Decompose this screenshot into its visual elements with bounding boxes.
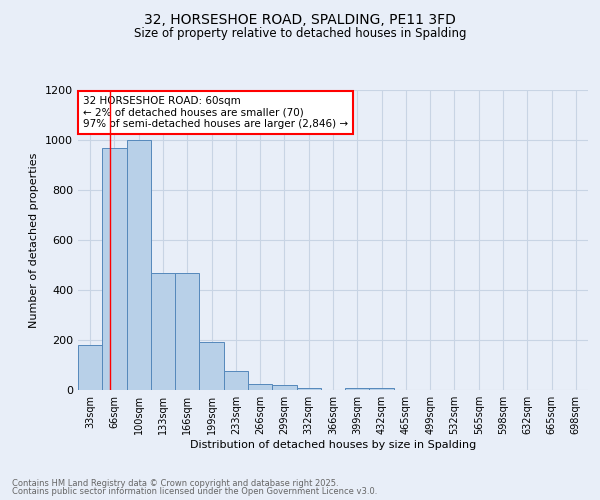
Bar: [272, 385, 296, 390]
Bar: [224, 371, 248, 390]
Bar: [345, 388, 370, 390]
Bar: [199, 342, 224, 390]
Bar: [102, 148, 127, 390]
Bar: [127, 140, 151, 390]
Bar: [151, 272, 175, 390]
Y-axis label: Number of detached properties: Number of detached properties: [29, 152, 40, 328]
Bar: [248, 384, 272, 390]
Bar: [78, 345, 102, 390]
Bar: [370, 388, 394, 390]
Text: Contains public sector information licensed under the Open Government Licence v3: Contains public sector information licen…: [12, 487, 377, 496]
Text: 32 HORSESHOE ROAD: 60sqm
← 2% of detached houses are smaller (70)
97% of semi-de: 32 HORSESHOE ROAD: 60sqm ← 2% of detache…: [83, 96, 348, 129]
Text: 32, HORSESHOE ROAD, SPALDING, PE11 3FD: 32, HORSESHOE ROAD, SPALDING, PE11 3FD: [144, 12, 456, 26]
Text: Size of property relative to detached houses in Spalding: Size of property relative to detached ho…: [134, 28, 466, 40]
Bar: [296, 388, 321, 390]
Text: Contains HM Land Registry data © Crown copyright and database right 2025.: Contains HM Land Registry data © Crown c…: [12, 478, 338, 488]
Bar: [175, 272, 199, 390]
X-axis label: Distribution of detached houses by size in Spalding: Distribution of detached houses by size …: [190, 440, 476, 450]
